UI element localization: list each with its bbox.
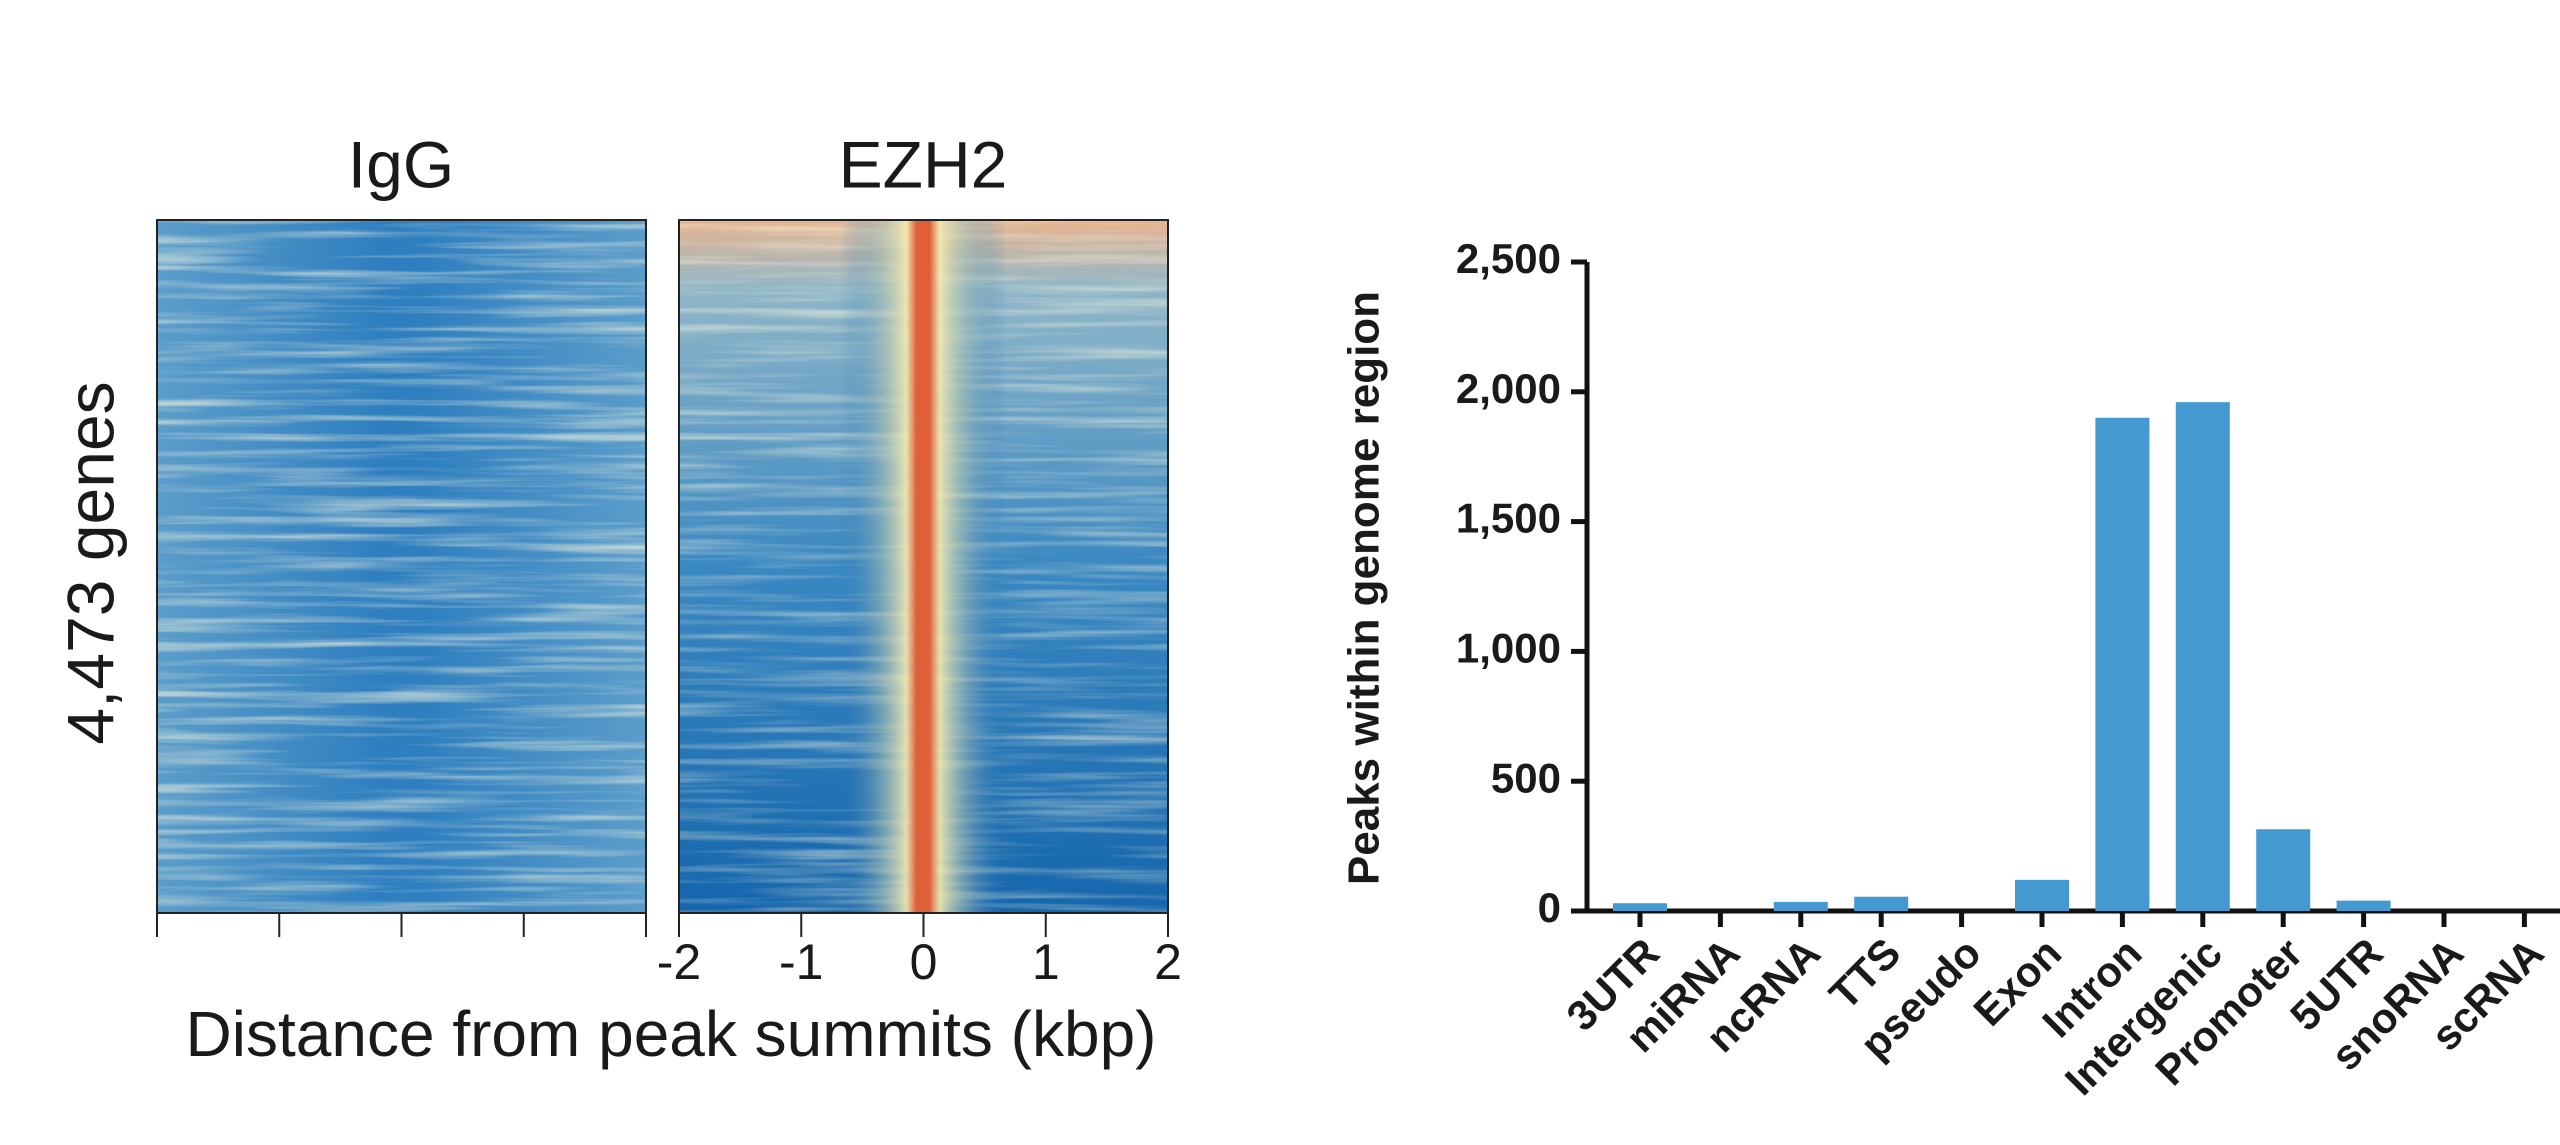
y-tick-label: 1,000 [1456, 624, 1561, 671]
y-axis-label: 4,473 genes [53, 381, 127, 744]
x-tick-label: 1 [1032, 934, 1060, 990]
bar [2336, 900, 2391, 911]
heatmap-panels [156, 219, 1169, 914]
bar [1773, 901, 1828, 911]
y-tick-label: 0 [1538, 884, 1561, 931]
y-tick-label: 2,500 [1456, 235, 1561, 282]
bar [2256, 829, 2311, 911]
x-axis-label: Distance from peak summits (kbp) [186, 998, 1157, 1070]
bar [1613, 903, 1667, 911]
x-tick-label: 0 [910, 934, 938, 990]
bar [2175, 402, 2230, 911]
bar [2095, 417, 2150, 911]
heatmap-texture [157, 220, 646, 913]
bar [1854, 896, 1909, 911]
x-tick-label: 2 [1154, 934, 1182, 990]
heatmap-band [839, 220, 1007, 913]
panel-title: IgG [348, 127, 454, 201]
y-tick-label: 500 [1491, 754, 1561, 801]
panel-title: EZH2 [839, 127, 1008, 201]
y-tick-label: 2,000 [1456, 365, 1561, 412]
bar [2015, 879, 2069, 911]
y-axis-label: Peaks within genome region [1340, 291, 1389, 885]
x-tick-label: -2 [657, 934, 701, 990]
x-tick-label: -1 [779, 934, 823, 990]
y-tick-label: 1,500 [1456, 495, 1561, 542]
